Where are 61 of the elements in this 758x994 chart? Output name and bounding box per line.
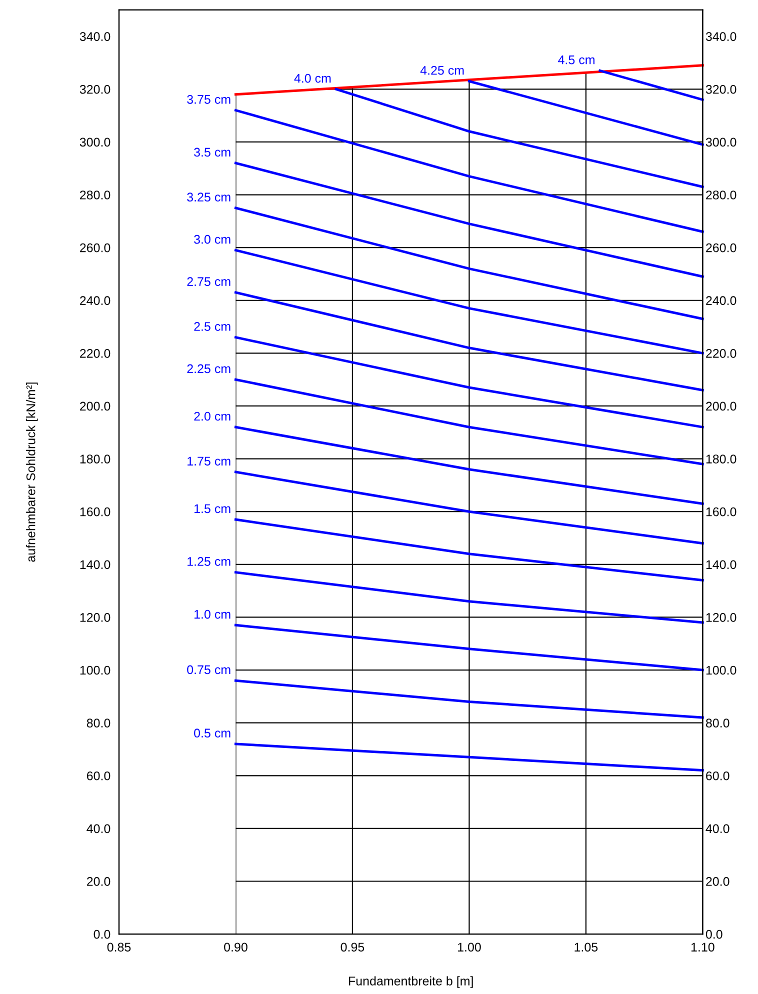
series-label: 3.5 cm [194,148,230,157]
y2-tick-label: 60.0 [706,771,730,780]
y-tick-label: 80.0 [86,718,110,728]
y-tick-label: 140.0 [80,560,110,570]
series-label: 4.0 cm [294,74,331,83]
y2-tick-label: 40.0 [706,824,730,834]
y-tick-label: 340.0 [80,32,110,41]
series-label: 4.25 cm [420,66,464,75]
y-tick-label: 260.0 [80,243,110,252]
y-tick-label: 60.0 [86,771,110,780]
series-label: 1.25 cm [188,557,230,566]
y-tick-label: 120.0 [80,613,110,622]
y-tick-label: 320.0 [80,84,110,94]
y2-tick-label: 260.0 [706,243,736,252]
x-axis-title: Fundamentbreite b [m] [348,976,473,988]
y-tick-label: 280.0 [80,190,110,200]
x-tick-label: 0.95 [340,942,364,952]
y-tick-label: 240.0 [80,296,110,306]
y2-tick-label: 80.0 [706,718,730,728]
x-tick-label: 0.85 [107,942,131,952]
series-label: 2.25 cm [187,364,230,374]
y2-tick-label: 0.0 [706,930,722,939]
y-tick-label: 20.0 [86,877,110,886]
series-label: 1.75 cm [188,456,230,466]
y2-tick-label: 180.0 [706,454,736,464]
y2-tick-label: 200.0 [706,402,736,411]
y-axis-title: aufnehmbarer Sohldruck [kN/m²] [26,382,38,562]
y-tick-label: 0.0 [94,930,110,939]
y2-tick-label: 280.0 [706,190,736,200]
y-tick-label: 40.0 [86,824,110,834]
series-label: 0.75 cm [187,665,230,674]
y2-tick-label: 140.0 [706,560,736,570]
y-tick-label: 300.0 [80,138,110,147]
x-tick-label: 1.00 [458,942,481,952]
y-tick-label: 220.0 [80,348,110,358]
x-tick-label: 0.90 [224,942,248,952]
y2-tick-label: 120.0 [706,613,736,622]
series-label: 3.75 cm [187,94,230,104]
y2-tick-label: 340.0 [706,32,736,41]
series-label: 2.0 cm [194,412,230,421]
series-label: 1.0 cm [194,610,230,619]
series-label: 4.5 cm [558,56,594,64]
series-label: 2.5 cm [194,322,230,331]
y2-tick-label: 100.0 [706,666,736,675]
series-label: 3.0 cm [194,234,230,244]
y2-tick-label: 300.0 [706,138,736,147]
y2-tick-label: 160.0 [706,507,736,516]
series-label: 0.5 cm [194,728,230,738]
series-label: 1.5 cm [194,504,230,514]
y-tick-label: 200.0 [80,402,110,411]
y2-tick-label: 240.0 [706,296,736,306]
y2-tick-label: 320.0 [706,84,736,94]
y-tick-label: 100.0 [80,666,110,675]
y-tick-label: 160.0 [80,507,110,516]
y2-tick-label: 220.0 [706,348,736,358]
y2-tick-label: 20.0 [706,877,730,886]
x-tick-label: 1.10 [691,942,714,952]
series-label: 2.75 cm [187,277,230,286]
x-tick-label: 1.05 [574,942,598,952]
y-tick-label: 180.0 [80,454,110,464]
series-label: 3.25 cm [187,192,230,202]
